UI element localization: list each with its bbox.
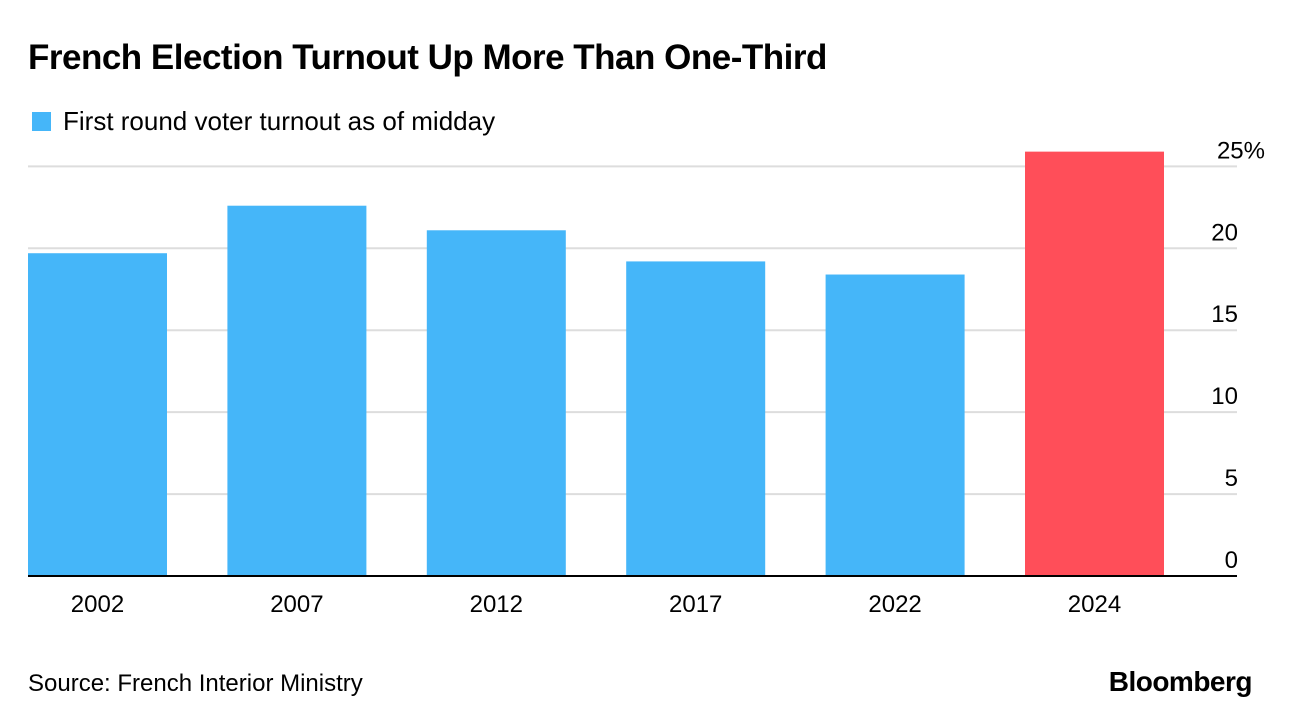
bar-2024 xyxy=(1025,151,1164,576)
x-tick-label: 2022 xyxy=(868,591,921,618)
bloomberg-logo: Bloomberg xyxy=(1108,666,1253,697)
bar-2012 xyxy=(426,230,566,577)
legend-label: First round voter turnout as of midday xyxy=(63,106,496,136)
x-tick-label: 2012 xyxy=(470,591,523,618)
y-tick-label: 5 xyxy=(1225,465,1238,492)
legend: First round voter turnout as of midday xyxy=(32,106,495,137)
source-note: Source: French Interior Ministry xyxy=(28,670,363,697)
chart-title: French Election Turnout Up More Than One… xyxy=(28,38,827,77)
bar-2017 xyxy=(626,261,766,576)
x-tick-label: 2024 xyxy=(1068,591,1121,618)
y-tick-label: 10 xyxy=(1211,383,1238,410)
legend-swatch xyxy=(32,112,51,131)
y-tick-label: 20 xyxy=(1211,219,1238,246)
bar-2002 xyxy=(28,253,167,576)
bar-2007 xyxy=(227,205,367,576)
x-tick-label: 2017 xyxy=(669,591,722,618)
x-tick-label: 2007 xyxy=(270,591,323,618)
y-tick-label: 25% xyxy=(1217,137,1265,164)
bar-2022 xyxy=(825,274,965,576)
y-tick-label: 0 xyxy=(1225,547,1238,574)
y-tick-label: 15 xyxy=(1211,301,1238,328)
x-tick-label: 2002 xyxy=(71,591,124,618)
